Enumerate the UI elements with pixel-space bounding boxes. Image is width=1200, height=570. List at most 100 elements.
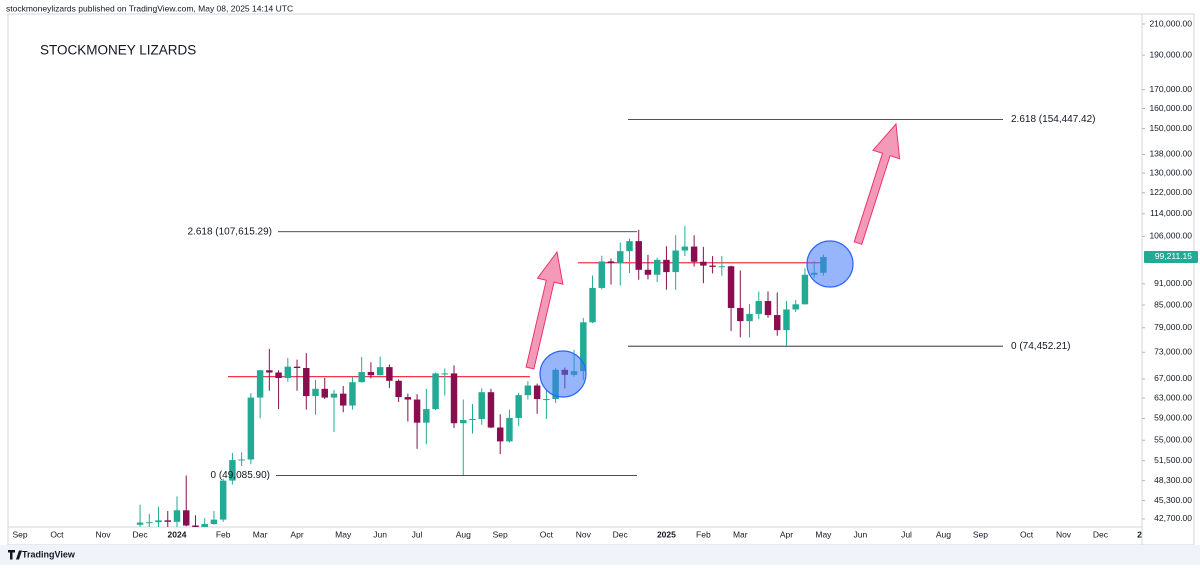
- y-tick-label: 63,000.00: [1154, 392, 1192, 402]
- candle-body: [210, 519, 218, 525]
- candle-body: [192, 525, 199, 527]
- candle-body: [229, 460, 236, 481]
- candle-body: [155, 520, 162, 523]
- candle-body: [755, 301, 762, 314]
- y-tick-label: 91,000.00: [1154, 278, 1192, 288]
- x-tick-label: 2026: [1137, 529, 1156, 539]
- x-tick-label: Sep: [493, 529, 508, 539]
- candle-body: [543, 399, 550, 401]
- candle-body: [515, 395, 522, 418]
- y-tick-label: 160,000.00: [1149, 103, 1192, 113]
- x-tick-label: Mar: [253, 529, 268, 539]
- candle-body: [413, 399, 421, 423]
- x-tick-label: 2024: [168, 529, 187, 539]
- x-tick-label: Nov: [1056, 529, 1072, 539]
- candle-body: [533, 385, 541, 400]
- candle-body: [589, 287, 596, 323]
- candle-body: [607, 261, 615, 264]
- candle-body: [709, 265, 716, 267]
- fib-label: 2.618 (107,615.29): [187, 226, 272, 237]
- x-tick-label: Mar: [733, 529, 748, 539]
- time-axis: Sep Oct Nov Dec 2024 Feb Mar Apr May Jun Jul Aug Sep…: [12, 529, 1156, 539]
- candle-body: [201, 524, 208, 527]
- candle-body: [478, 392, 485, 419]
- candle-body: [644, 269, 652, 275]
- candle-body: [626, 241, 633, 252]
- x-tick-label: Oct: [540, 529, 554, 539]
- candle-body: [441, 373, 449, 375]
- candle-body: [432, 373, 439, 410]
- candle-body: [321, 388, 328, 398]
- plot-area: [136, 119, 1003, 527]
- candle-body: [358, 372, 365, 383]
- y-tick-label: 122,000.00: [1149, 187, 1192, 197]
- x-tick-label: Jun: [853, 529, 867, 539]
- y-tick-label: 210,000.00: [1149, 18, 1192, 28]
- x-tick-label: Nov: [576, 529, 592, 539]
- candle-body: [460, 420, 467, 424]
- x-tick-label: May: [335, 529, 352, 539]
- candle-body: [450, 373, 458, 424]
- y-tick-label: 150,000.00: [1149, 123, 1192, 133]
- candle-body: [617, 251, 624, 264]
- y-tick-label: 67,000.00: [1154, 373, 1192, 383]
- candle-body: [727, 266, 735, 308]
- y-tick-label: 42,700.00: [1154, 513, 1192, 523]
- x-tick-label: Jul: [412, 529, 423, 539]
- candle-body: [423, 409, 430, 423]
- highlight-circle: [539, 350, 587, 398]
- candle-body: [653, 259, 661, 275]
- candle-body: [256, 370, 264, 398]
- chart-title: STOCKMONEY LIZARDS: [40, 43, 196, 58]
- candle-body: [247, 397, 255, 460]
- candle-body: [700, 261, 707, 266]
- candle-body: [376, 367, 384, 376]
- candle-body: [469, 418, 476, 421]
- candle-body: [146, 522, 153, 524]
- candle-body: [681, 246, 689, 251]
- x-tick-label: Dec: [613, 529, 629, 539]
- candle-body: [506, 417, 513, 442]
- candle-body: [173, 510, 181, 522]
- y-tick-label: 51,500.00: [1154, 455, 1192, 465]
- candle-body: [746, 313, 753, 322]
- candle-body: [312, 388, 319, 397]
- y-tick-label: 45,300.00: [1154, 495, 1192, 505]
- x-tick-label: Nov: [96, 529, 112, 539]
- candle-body: [663, 259, 670, 273]
- candle-body: [801, 274, 809, 305]
- candle-body: [774, 315, 781, 331]
- candle-body: [303, 368, 310, 397]
- y-tick-label: 114,000.00: [1150, 208, 1192, 218]
- candle-body: [164, 520, 171, 522]
- price-axis: 42,700.00 45,300.00 48,300.00 51,500.00 55,0…: [1142, 18, 1198, 523]
- footer-logo: [8, 550, 22, 560]
- y-tick-label: 130,000.00: [1149, 167, 1192, 177]
- candle-body: [284, 366, 292, 379]
- fib-label: 2.618 (154,447.42): [1011, 114, 1096, 125]
- y-tick-label: 48,300.00: [1154, 475, 1192, 485]
- candle-body: [136, 522, 144, 525]
- candle-body: [783, 309, 790, 331]
- candle-body: [524, 385, 532, 396]
- y-tick-label: 85,000.00: [1154, 299, 1192, 309]
- x-tick-label: 2025: [657, 529, 676, 539]
- candle-body: [367, 372, 375, 376]
- arrow: [853, 122, 901, 245]
- drawings: [525, 122, 901, 398]
- candle-body: [275, 372, 282, 379]
- x-tick-label: Aug: [936, 529, 951, 539]
- candle-body: [764, 301, 772, 316]
- x-tick-label: Dec: [1093, 529, 1109, 539]
- candle-body: [219, 480, 227, 520]
- candle-body: [349, 382, 356, 406]
- x-tick-label: Apr: [290, 529, 303, 539]
- candle-body: [339, 393, 347, 406]
- y-tick-label: 79,000.00: [1154, 322, 1192, 332]
- candle-body: [182, 510, 190, 526]
- y-tick-label: 190,000.00: [1149, 49, 1192, 59]
- fib-label: 0 (49,085.90): [211, 470, 271, 481]
- last-price-label: 99,211.15: [1155, 251, 1192, 261]
- candle-body: [496, 427, 504, 442]
